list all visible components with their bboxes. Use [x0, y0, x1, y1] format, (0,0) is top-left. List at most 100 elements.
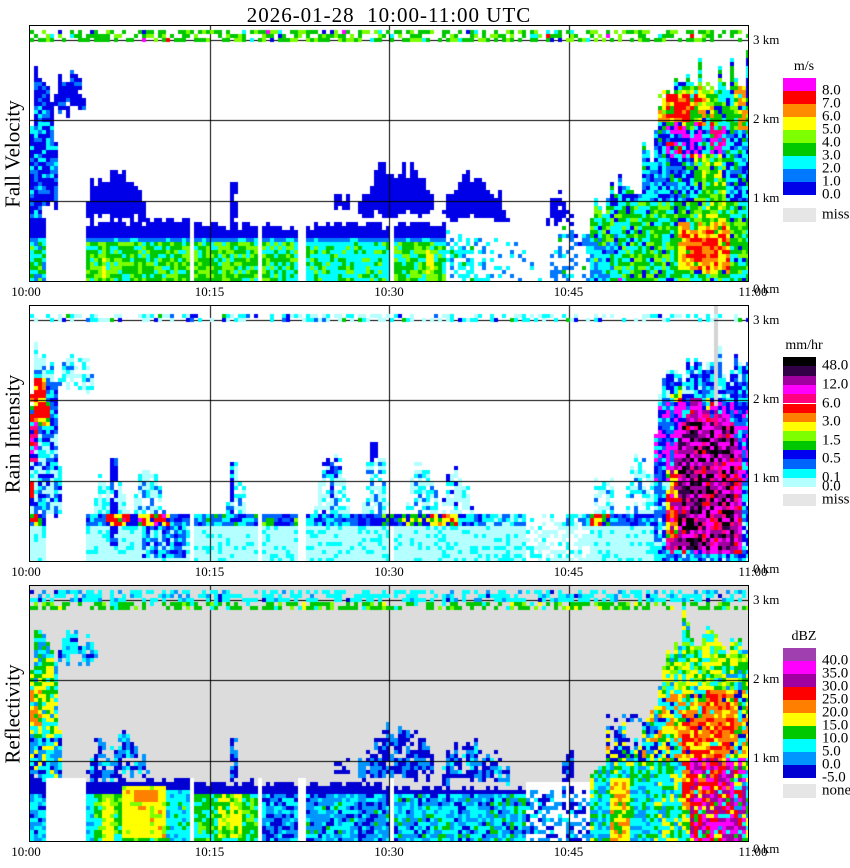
colorbar-tick-label: 35.0: [822, 665, 849, 682]
x-tick-label: 10:30: [374, 284, 404, 299]
colorbar-block: [783, 752, 816, 765]
height-tick-label: 3 km: [753, 312, 780, 327]
x-tick-label: 10:45: [553, 284, 584, 299]
reflectivity-plot-frame: [29, 585, 749, 842]
colorbar-block: [783, 431, 816, 441]
colorbar-tick-label: 15.0: [822, 717, 849, 734]
x-tick-label: 11:00: [738, 284, 768, 299]
colorbar-block: [783, 130, 816, 143]
colorbar-block: [783, 412, 816, 423]
x-tick-label: 10:00: [11, 564, 41, 579]
height-tick-label: 0 km: [753, 281, 780, 296]
colorbar-tick-label: 25.0: [822, 691, 849, 708]
colorbar-tick-label: 4.0: [822, 134, 841, 151]
y-axis-label-rain-intensity: Rain Intensity: [0, 374, 25, 493]
x-tick-label: 10:00: [11, 844, 41, 859]
x-tick-label: 11:00: [738, 844, 768, 859]
colorbar-missing-swatch: [783, 494, 816, 507]
colorbar-block: [783, 182, 816, 195]
colorbar-block: [783, 357, 816, 367]
colorbar-block: [783, 440, 816, 450]
x-tick-label: 10:30: [374, 564, 404, 579]
colorbar-tick-label: 0.0: [822, 186, 841, 203]
colorbar-block: [783, 468, 816, 478]
colorbar-tick-label: 48.0: [822, 357, 849, 374]
height-tick-label: 1 km: [753, 470, 780, 485]
x-tick-label: 10:45: [553, 564, 584, 579]
y-axis-label-reflectivity: Reflectivity: [0, 663, 25, 764]
colorbar-tick-label: 40.0: [822, 652, 849, 669]
colorbar-block: [783, 403, 816, 413]
colorbar-block: [783, 648, 816, 661]
colorbar-unit-label: dBZ: [791, 629, 817, 644]
colorbar-tick-label: 5.0: [822, 743, 841, 760]
height-tick-label: 2 km: [753, 671, 780, 686]
x-tick-label: 10:45: [553, 844, 584, 859]
colorbar-block: [783, 143, 816, 156]
colorbar-tick-label: 5.0: [822, 121, 841, 138]
colorbar-block: [783, 713, 816, 726]
colorbar-block: [783, 169, 816, 182]
x-tick-label: 11:00: [738, 564, 768, 579]
colorbar-missing-label: miss: [822, 491, 850, 508]
colorbar-unit-label: m/s: [793, 59, 815, 74]
colorbar-missing-swatch: [783, 784, 816, 798]
height-tick-label: 1 km: [753, 750, 780, 765]
colorbar-tick-label: 0.0: [822, 756, 841, 773]
colorbar-tick-label: 30.0: [822, 678, 849, 695]
colorbar-tick-label: 3.0: [822, 413, 841, 430]
colorbar-tick-label: 10.0: [822, 730, 849, 747]
colorbar-block: [783, 726, 816, 739]
colorbar-block: [783, 104, 816, 117]
colorbar-block: [783, 366, 816, 376]
colorbar-block: [783, 117, 816, 130]
x-tick-label: 10:15: [194, 564, 225, 579]
figure-title: 2026-01-28 10:00-11:00 UTC: [246, 3, 532, 27]
colorbar-block: [783, 674, 816, 687]
height-tick-label: 3 km: [753, 592, 780, 607]
colorbar-tick-label: 3.0: [822, 147, 841, 164]
colorbar-missing-label: miss: [822, 206, 850, 223]
colorbar-block: [783, 459, 816, 469]
colorbar-missing-swatch: [783, 208, 816, 222]
colorbar-tick-label: 0.1: [822, 469, 841, 486]
colorbar-missing-label: none: [822, 782, 850, 799]
colorbar-block: [783, 156, 816, 169]
colorbar-block: [783, 700, 816, 713]
colorbar-block: [783, 422, 816, 432]
fall-velocity-plot-frame: [29, 25, 749, 282]
colorbar-tick-label: 7.0: [822, 95, 841, 112]
colorbar-tick-label: 0.5: [822, 450, 841, 467]
colorbar-block: [783, 91, 816, 104]
colorbar-tick-label: 12.0: [822, 376, 849, 393]
colorbar-block: [783, 394, 816, 404]
height-tick-label: 2 km: [753, 391, 780, 406]
colorbar-block: [783, 375, 816, 385]
colorbar-block: [783, 450, 816, 460]
colorbar-block: [783, 687, 816, 700]
colorbar-block: [783, 739, 816, 752]
colorbar-block: [783, 78, 816, 91]
colorbar-tick-label: 1.0: [822, 173, 841, 190]
colorbar-block: [783, 384, 816, 395]
colorbar-tick-label: 20.0: [822, 704, 849, 721]
colorbar-tick-label: -5.0: [822, 769, 846, 786]
height-tick-label: 2 km: [753, 111, 780, 126]
height-tick-label: 0 km: [753, 561, 780, 576]
height-tick-label: 0 km: [753, 841, 780, 856]
height-tick-label: 3 km: [753, 32, 780, 47]
rain-intensity-plot-frame: [29, 305, 749, 562]
x-tick-label: 10:30: [374, 844, 404, 859]
colorbar-tick-label: 8.0: [822, 82, 841, 99]
rain-intensity-heatmap: [30, 306, 748, 561]
colorbar-block: [783, 765, 816, 778]
height-tick-label: 1 km: [753, 190, 780, 205]
colorbar-tick-label: 1.5: [822, 432, 841, 449]
colorbar-block: [783, 661, 816, 674]
colorbar-tick-label: 6.0: [822, 108, 841, 125]
x-tick-label: 10:15: [194, 284, 225, 299]
fall-velocity-heatmap: [30, 26, 748, 281]
colorbar-unit-label: mm/hr: [785, 338, 823, 353]
colorbar-tick-label: 6.0: [822, 395, 841, 411]
